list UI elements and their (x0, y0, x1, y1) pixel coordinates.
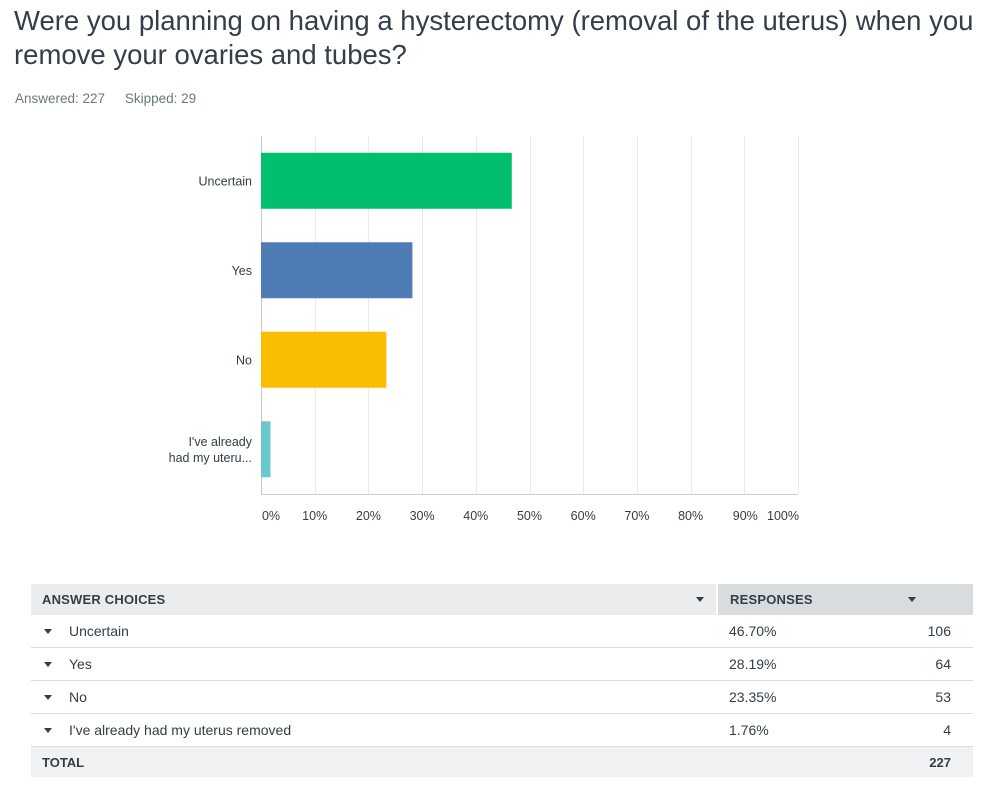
table-row: I've already had my uterus removed 1.76% 4 (31, 713, 973, 747)
expand-caret-icon[interactable] (44, 727, 52, 733)
bar-chart: 0% 10% 20% 30% 40% 50% 60% 70% 80% 90% 100% Uncerta… (169, 136, 799, 523)
table-row: Yes 28.19% 64 (31, 647, 973, 681)
x-tick-label: 20% (356, 509, 381, 523)
answer-choice-label: No (69, 689, 87, 705)
answer-choice-label: Uncertain (69, 623, 129, 639)
answer-choice-cell: No (31, 680, 717, 714)
x-tick-label: 50% (517, 509, 542, 523)
category-label: Uncertain (199, 174, 253, 188)
answered-count: Answered: 227 (15, 91, 106, 106)
response-percent: 46.70% (717, 615, 928, 648)
response-stats: Answered: 227 Skipped: 29 (15, 91, 212, 106)
answer-choices-header-label: ANSWER CHOICES (42, 592, 166, 607)
skipped-count: Skipped: 29 (124, 91, 197, 106)
answer-choice-cell: I've already had my uterus removed (31, 713, 717, 747)
sort-caret-icon[interactable] (907, 597, 916, 602)
x-tick-label: 10% (302, 509, 327, 523)
category-label: I've already (188, 435, 252, 449)
total-label: TOTAL (31, 746, 717, 777)
x-tick-label: 100% (767, 509, 799, 523)
response-count: 64 (927, 647, 973, 681)
category-label: No (236, 353, 252, 367)
category-label: Yes (232, 264, 252, 278)
total-row: TOTAL 227 (31, 746, 973, 777)
x-tick-label: 80% (678, 509, 703, 523)
table-header-row: ANSWER CHOICES RESPONSES (31, 584, 973, 615)
x-tick-label: 90% (733, 509, 758, 523)
bar (261, 242, 413, 299)
total-count: 227 (927, 746, 973, 777)
x-tick-label: 60% (571, 509, 596, 523)
x-tick-label: 30% (410, 509, 435, 523)
table-row: Uncertain 46.70% 106 (31, 615, 973, 648)
response-percent: 23.35% (717, 680, 928, 714)
response-count: 106 (927, 615, 973, 648)
responses-header-label: RESPONSES (730, 592, 813, 607)
sort-caret-icon[interactable] (696, 597, 704, 602)
responses-header[interactable]: RESPONSES (717, 584, 928, 615)
answer-choices-header[interactable]: ANSWER CHOICES (31, 584, 718, 615)
responses-header-spacer (927, 584, 973, 615)
x-tick-label: 0% (262, 509, 280, 523)
expand-caret-icon[interactable] (44, 661, 52, 667)
x-tick-label: 40% (463, 509, 488, 523)
answer-choice-label: Yes (69, 656, 92, 672)
response-percent: 28.19% (717, 647, 928, 681)
bar (261, 152, 512, 209)
response-count: 53 (927, 680, 973, 714)
answer-choice-cell: Yes (31, 647, 717, 681)
x-tick-label: 70% (624, 509, 649, 523)
table-row: No 23.35% 53 (31, 680, 973, 714)
answer-choice-cell: Uncertain (31, 615, 717, 648)
answer-choice-label: I've already had my uterus removed (69, 722, 292, 738)
answer-table: ANSWER CHOICES RESPONSES Uncertain 46.70%… (31, 584, 973, 777)
response-percent: 1.76% (717, 713, 928, 747)
bar (261, 421, 271, 478)
category-label: had my uteru... (169, 451, 252, 465)
total-spacer (717, 746, 928, 777)
expand-caret-icon[interactable] (44, 628, 52, 634)
question-title: Were you planning on having a hysterecto… (14, 5, 974, 70)
expand-caret-icon[interactable] (44, 694, 52, 700)
response-count: 4 (927, 713, 973, 747)
bar (261, 331, 387, 388)
